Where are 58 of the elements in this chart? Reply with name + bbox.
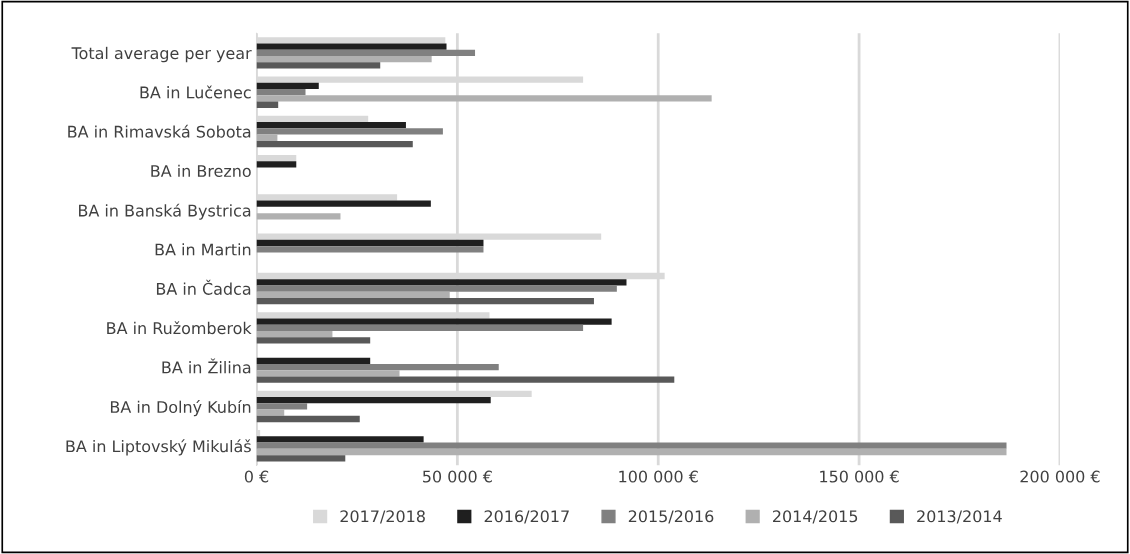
bar [256, 246, 484, 253]
bar [256, 409, 285, 416]
bar [256, 436, 424, 443]
bar [256, 364, 499, 371]
bar [256, 298, 594, 305]
bar [256, 397, 491, 404]
bar [256, 140, 413, 148]
legend-label: 2016/2017 [484, 510, 569, 524]
y-tick-label: Total average per year [71, 46, 252, 63]
bar [256, 318, 612, 325]
bar [256, 101, 279, 108]
bar [256, 62, 381, 69]
x-tick-label: 200 000 € [1020, 470, 1100, 483]
y-tick-label: BA in Dolný Kubín [110, 400, 251, 417]
y-tick-label: BA in Čadca [156, 279, 251, 295]
bar [256, 337, 371, 344]
bar [256, 128, 443, 135]
bar [256, 442, 1007, 449]
bar [256, 415, 360, 423]
bar [256, 200, 431, 207]
bar [256, 49, 476, 57]
y-tick-label: BA in Žilina [162, 358, 251, 374]
y-tick-label: BA in Brezno [151, 164, 251, 178]
bar [256, 324, 584, 332]
legend-label: 2017/2018 [340, 510, 425, 524]
bar [256, 357, 371, 365]
legend-label: 2015/2016 [628, 510, 714, 524]
y-tick-label: BA in Rimavská Sobota [68, 124, 251, 138]
bar [256, 43, 447, 50]
y-tick-label: BA in Banská Bystrica [79, 203, 251, 220]
bar [256, 448, 1007, 456]
bar [256, 89, 306, 96]
bar [256, 291, 450, 299]
bar [256, 95, 712, 102]
bar [256, 376, 675, 383]
bar [256, 56, 432, 63]
bar [256, 213, 341, 220]
legend-label: 2014/2015 [773, 510, 858, 524]
bar [256, 82, 319, 90]
x-tick-label: 50 000 € [423, 470, 492, 483]
bar [256, 279, 627, 286]
bar [256, 370, 400, 377]
bar [256, 455, 346, 462]
legend-label: 2013/2014 [917, 510, 1002, 524]
bar [256, 134, 278, 141]
y-tick-label: BA in Martin [155, 243, 251, 256]
y-tick-label: BA in Lučenec [140, 85, 251, 99]
bar [256, 285, 617, 292]
bar [256, 403, 308, 410]
y-tick-label: BA in Ružomberok [107, 321, 252, 335]
bar [256, 122, 406, 129]
bar [256, 161, 297, 168]
x-tick-label: 150 000 € [820, 470, 899, 483]
bar [256, 331, 333, 338]
y-tick-label: BA in Liptovský Mikuláš [66, 439, 251, 456]
x-tick-label: 0 € [244, 470, 269, 483]
bar [256, 239, 484, 247]
x-tick-label: 100 000 € [619, 470, 698, 483]
